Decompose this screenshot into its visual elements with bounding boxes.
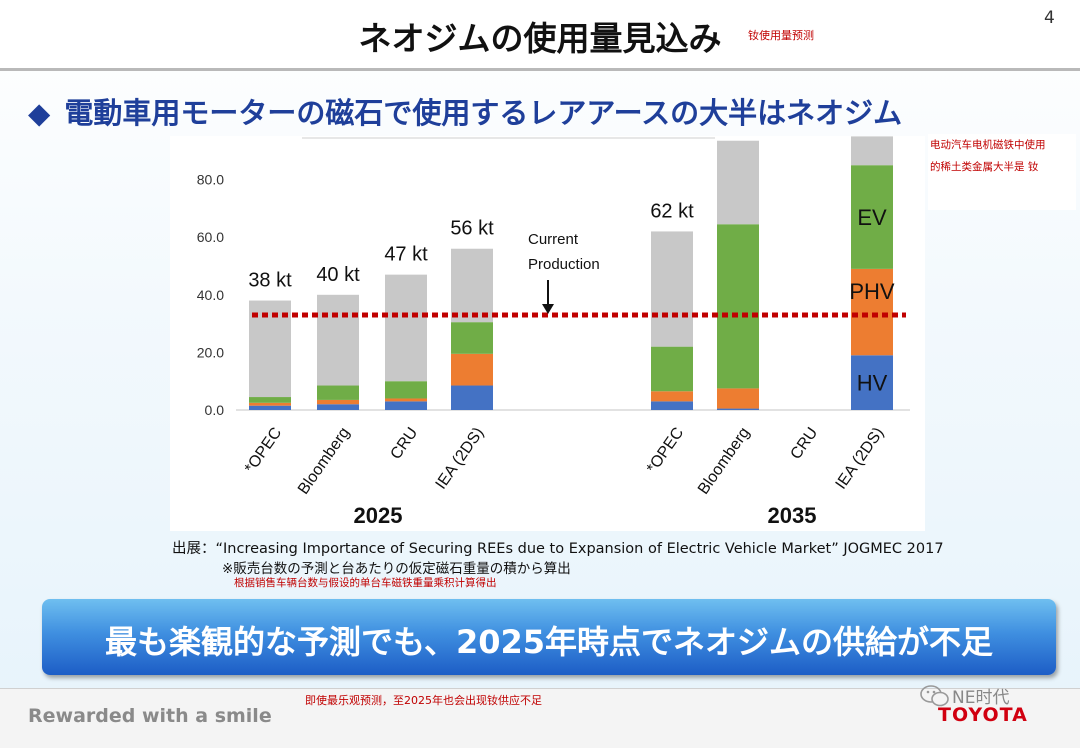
headline-text: 電動車用モーターの磁石で使用するレアアースの大半はネオジム <box>64 96 903 130</box>
wechat-icon <box>920 685 949 707</box>
title-translation: 钕使用量预测 <box>748 29 814 42</box>
bar-segment-ev <box>385 381 427 399</box>
headline-translation: 电动汽车电机磁铁中使用 的稀土类金属大半是 钕 <box>928 134 1076 210</box>
calculation-note: ※販売台数の予測と台あたりの仮定磁石重量の積から算出 <box>222 561 571 577</box>
conclusion-translation: 即使最乐观预测，至2025年也会出现钕供应不足 <box>305 694 542 707</box>
y-tick-label: 80.0 <box>197 172 224 188</box>
y-tick-label: 20.0 <box>197 344 224 360</box>
bar-segment-phv <box>385 398 427 402</box>
headline-translation-line1: 电动汽车电机磁铁中使用 <box>930 139 1046 151</box>
y-tick-label: 40.0 <box>197 287 224 303</box>
total-label: 62 kt <box>650 200 694 222</box>
bar-segment-phv <box>317 399 359 405</box>
bar-segment-hv <box>851 355 893 410</box>
headline-translation-line2: 的稀土类金属大半是 钕 <box>930 161 1039 173</box>
x-tick-label: IEA (2DS) <box>433 425 488 493</box>
bar-segment-phv <box>249 402 291 406</box>
bar-segment-other <box>317 294 359 386</box>
x-tick-label: CRU <box>787 425 821 463</box>
bar-segment-phv <box>451 353 493 386</box>
stacked-bar-chart: 0.0 20.0 40.0 60.0 80.0 *OPEC 38 kt Bloomberg 40… <box>197 136 910 528</box>
bar-segment-hv <box>249 405 291 410</box>
bar-segment-ev <box>717 224 759 389</box>
page-title: ネオジムの使用量見込み <box>358 19 722 58</box>
series-label-ev: EV <box>857 205 887 230</box>
bar-segment-hv <box>385 401 427 410</box>
conclusion-text: 最も楽観的な予測でも、2025年時点でネオジムの供給が不足 <box>104 623 994 661</box>
bar-segment-other <box>385 274 427 382</box>
bar-segment-other <box>717 140 759 225</box>
bar-segment-hv <box>451 385 493 410</box>
calculation-note-translation: 根据销售车辆台数与假设的单台车磁铁重量乘积计算得出 <box>234 577 497 589</box>
x-tick-label: Bloomberg <box>695 425 753 498</box>
headline: ◆ 電動車用モーターの磁石で使用するレアアースの大半はネオジム <box>28 90 902 132</box>
x-tick-label: *OPEC <box>644 425 688 477</box>
total-label: 56 kt <box>450 218 494 240</box>
bar-segment-phv <box>717 388 759 409</box>
bar-segment-hv <box>317 404 359 410</box>
series-label-phv: PHV <box>849 279 895 304</box>
x-tick-label: IEA (2DS) <box>833 425 888 493</box>
toyota-logo: TOYOTA <box>938 704 1028 726</box>
tagline: Rewarded with a smile <box>28 705 272 727</box>
conclusion-banner: 最も楽観的な予測でも、2025年時点でネオジムの供給が不足 <box>42 599 1056 675</box>
bar-segment-hv <box>717 408 759 410</box>
bar-segment-phv <box>851 268 893 356</box>
bar-segment-hv <box>651 401 693 410</box>
group-label: 2035 <box>768 503 817 528</box>
total-label: 40 kt <box>316 264 360 286</box>
page-number: 4 <box>1044 8 1055 28</box>
x-tick-label: CRU <box>387 425 421 463</box>
title-bar <box>0 0 1080 71</box>
bar-segment-ev <box>451 322 493 354</box>
annotation-arrow-head <box>542 304 554 314</box>
bar-segment-other <box>651 231 693 347</box>
bar-segment-other <box>451 248 493 323</box>
total-label: 47 kt <box>384 244 428 266</box>
bar-segment-other <box>851 136 893 166</box>
y-tick-label: 0.0 <box>205 402 225 418</box>
bar-segment-ev <box>249 397 291 403</box>
bar-segment-ev <box>851 165 893 269</box>
watermark: NE时代 <box>952 688 1010 708</box>
footer <box>0 688 1080 748</box>
group-label: 2025 <box>354 503 403 528</box>
total-label: 38 kt <box>248 270 292 292</box>
bar-segment-ev <box>651 346 693 392</box>
series-label-hv: HV <box>857 371 888 396</box>
y-tick-label: 60.0 <box>197 229 224 245</box>
annotation-line1: Current <box>528 231 579 248</box>
diamond-bullet-icon: ◆ <box>28 96 51 130</box>
annotation-line2: Production <box>528 256 600 273</box>
x-tick-label: Bloomberg <box>295 425 353 498</box>
bar-segment-ev <box>317 385 359 400</box>
bar-segment-phv <box>651 391 693 402</box>
chart-container: 0.0 20.0 40.0 60.0 80.0 *OPEC 38 kt Bloomberg 40… <box>170 136 925 531</box>
x-tick-label: *OPEC <box>242 425 286 477</box>
source-citation: 出展：“Increasing Importance of Securing RE… <box>172 541 944 557</box>
